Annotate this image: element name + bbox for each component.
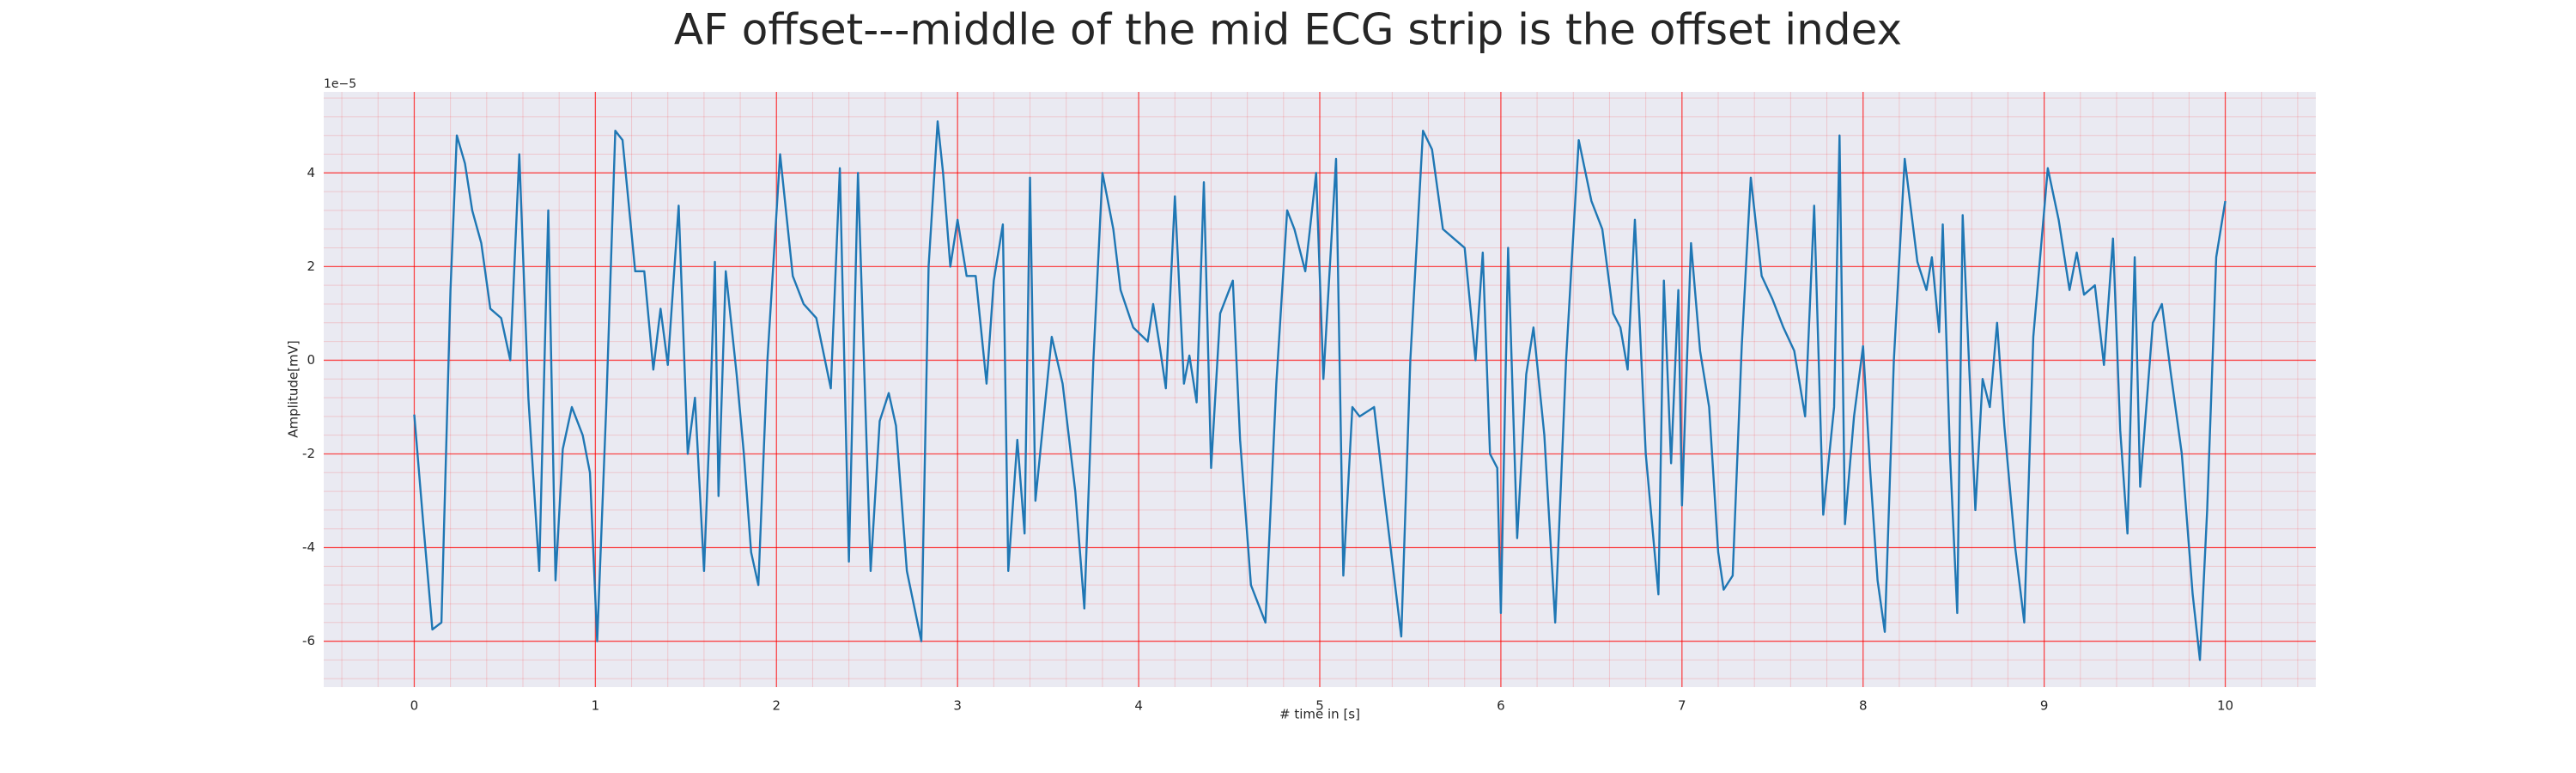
y-tick-label: -2 <box>302 446 315 461</box>
x-tick-label: 1 <box>592 698 600 714</box>
x-tick-label: 5 <box>1315 698 1324 714</box>
x-tick-label: 3 <box>953 698 962 714</box>
y-tick-label: -6 <box>302 633 315 648</box>
x-tick-label: 10 <box>2217 698 2233 714</box>
x-tick-label: 2 <box>772 698 781 714</box>
y-tick-label: 0 <box>307 352 315 368</box>
x-tick-label: 9 <box>2040 698 2049 714</box>
x-axis-label: # time in [s] <box>1279 707 1360 722</box>
y-axis-label: Amplitude[mV] <box>286 340 301 437</box>
y-tick-label: -4 <box>302 539 315 555</box>
x-tick-label: 7 <box>1678 698 1686 714</box>
signal-line <box>413 120 2227 661</box>
x-tick-label: 6 <box>1497 698 1505 714</box>
y-offset-label: 1e−5 <box>324 77 356 91</box>
y-tick-label: 4 <box>307 165 315 180</box>
y-tick-label: 2 <box>307 259 315 274</box>
x-tick-label: 8 <box>1859 698 1868 714</box>
x-tick-label: 0 <box>410 698 419 714</box>
chart-title: AF offset---middle of the mid ECG strip … <box>674 5 1902 55</box>
x-tick-label: 4 <box>1134 698 1143 714</box>
